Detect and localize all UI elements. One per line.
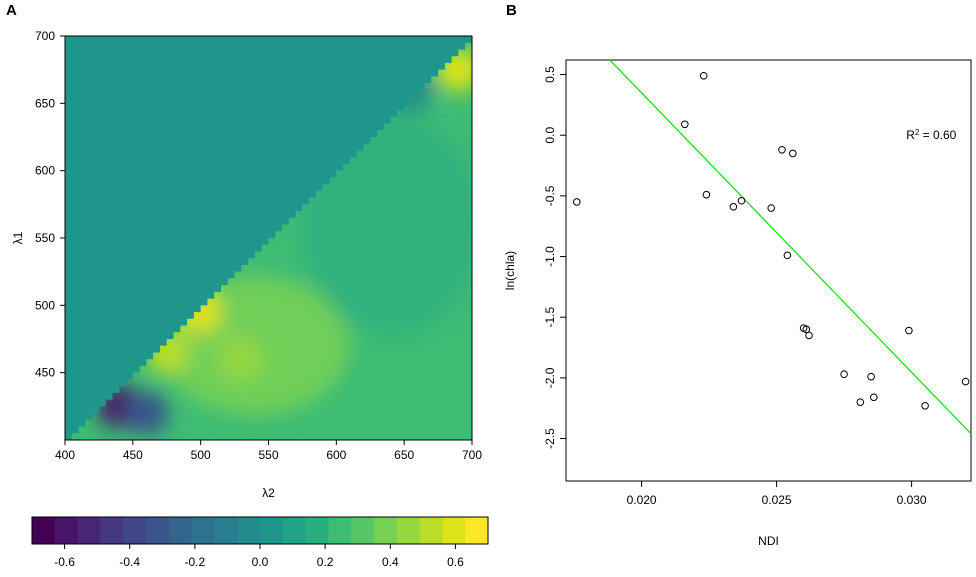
colorbar-bin — [191, 517, 215, 544]
colorbar-bin — [100, 517, 124, 544]
x-tick-label: 550 — [258, 448, 278, 462]
x-tick-label: 0.025 — [762, 493, 792, 507]
y-tick-label: 0.0 — [543, 127, 557, 144]
colorbar-tick-label: -0.2 — [185, 555, 206, 569]
scatter-point — [921, 401, 929, 410]
scatter-axes: 0.020 0.025 0.030 0.5 0.0 -0.5 -1.0 -1.5 -2.0 -2.… — [543, 66, 927, 507]
colorbar-bin — [146, 517, 170, 544]
scatter-point — [737, 196, 746, 205]
colorbar-tick-label: -0.6 — [54, 555, 75, 569]
colorbar-bin — [77, 517, 101, 544]
colorbar-bin — [32, 517, 56, 544]
colorbar-bin — [419, 517, 443, 544]
x-tick-label: 600 — [326, 448, 346, 462]
y-tick-label: 550 — [35, 231, 55, 245]
scatter-x-axis-label: NDI — [758, 534, 779, 548]
colorbar-bin — [54, 517, 79, 544]
r-squared-annotation: R2 = 0.60 — [906, 128, 956, 143]
scatter-point — [783, 251, 792, 260]
heatmap-region — [300, 114, 472, 335]
y-tick-label: 0.5 — [543, 66, 557, 83]
scatter-point — [789, 149, 797, 158]
colorbar-bin — [442, 517, 466, 544]
heatmap-x-axis-label: λ2 — [262, 486, 275, 500]
scatter-point — [802, 325, 811, 334]
y-tick-label: 650 — [35, 96, 55, 110]
colorbar-bin — [237, 517, 261, 544]
x-tick-label: 500 — [191, 448, 211, 462]
heatmap-y-axis-label: λ1 — [11, 231, 25, 244]
scatter-point — [805, 331, 813, 340]
panel-b-label: B — [506, 2, 517, 19]
scatter-point — [840, 370, 848, 379]
y-tick-label: 450 — [35, 366, 55, 380]
colorbar: -0.6 -0.4 -0.2 0.0 0.2 0.4 0.6 — [31, 516, 489, 569]
scatter-y-axis-label: ln(chla) — [503, 251, 517, 290]
scatter-point — [905, 326, 913, 335]
y-tick-label: -2.0 — [543, 367, 557, 388]
y-tick-label: 500 — [35, 298, 55, 312]
panel-a-label: A — [6, 2, 17, 19]
colorbar-bin — [465, 517, 489, 544]
scatter-point — [767, 204, 776, 212]
scatter-point — [699, 71, 708, 80]
scatter-points — [573, 71, 970, 410]
x-tick-label: 650 — [394, 448, 414, 462]
colorbar-bin — [351, 517, 375, 544]
colorbar-bin — [260, 517, 284, 544]
colorbar-tick-label: 0.6 — [447, 555, 464, 569]
regression-line — [609, 59, 972, 435]
colorbar-bin — [214, 517, 238, 544]
colorbar-tick-label: 0.0 — [252, 555, 269, 569]
y-tick-label: -1.0 — [543, 246, 557, 267]
scatter-point — [867, 372, 875, 381]
x-tick-label: 700 — [462, 448, 482, 462]
y-tick-label: 700 — [35, 29, 55, 43]
scatter-point — [856, 398, 865, 406]
scatter-plot-box — [565, 59, 972, 482]
colorbar-tick-label: 0.2 — [317, 555, 334, 569]
colorbar-bin — [168, 517, 193, 544]
scatter-point — [573, 198, 581, 206]
x-tick-label: 400 — [55, 448, 75, 462]
scatter-point — [961, 377, 970, 386]
colorbar-bin — [328, 517, 352, 544]
x-tick-label: 0.030 — [897, 493, 927, 507]
y-tick-label: -0.5 — [543, 185, 557, 206]
x-tick-label: 0.020 — [627, 493, 657, 507]
heatmap-axes: 400 450 500 550 600 650 700 450 500 550 600 650 700 — [35, 29, 482, 462]
colorbar-bin — [396, 517, 421, 544]
colorbar-bin — [374, 517, 398, 544]
heatmap-hotspot — [219, 337, 264, 382]
y-tick-label: -1.5 — [543, 307, 557, 328]
scatter-point — [870, 393, 878, 402]
colorbar-bin — [282, 517, 307, 544]
x-tick-label: 450 — [123, 448, 143, 462]
scatter-point — [681, 120, 689, 129]
y-tick-label: -2.5 — [543, 428, 557, 449]
colorbar-tick-label: -0.4 — [119, 555, 140, 569]
scatter-point — [702, 190, 711, 199]
colorbar-bin — [305, 517, 329, 544]
scatter-point — [778, 145, 786, 154]
colorbar-tick-label: 0.4 — [382, 555, 399, 569]
scatter-point — [729, 203, 738, 211]
heatmap — [65, 36, 472, 440]
heatmap-hotspot — [124, 391, 169, 436]
colorbar-bin — [123, 517, 147, 544]
y-tick-label: 600 — [35, 164, 55, 178]
